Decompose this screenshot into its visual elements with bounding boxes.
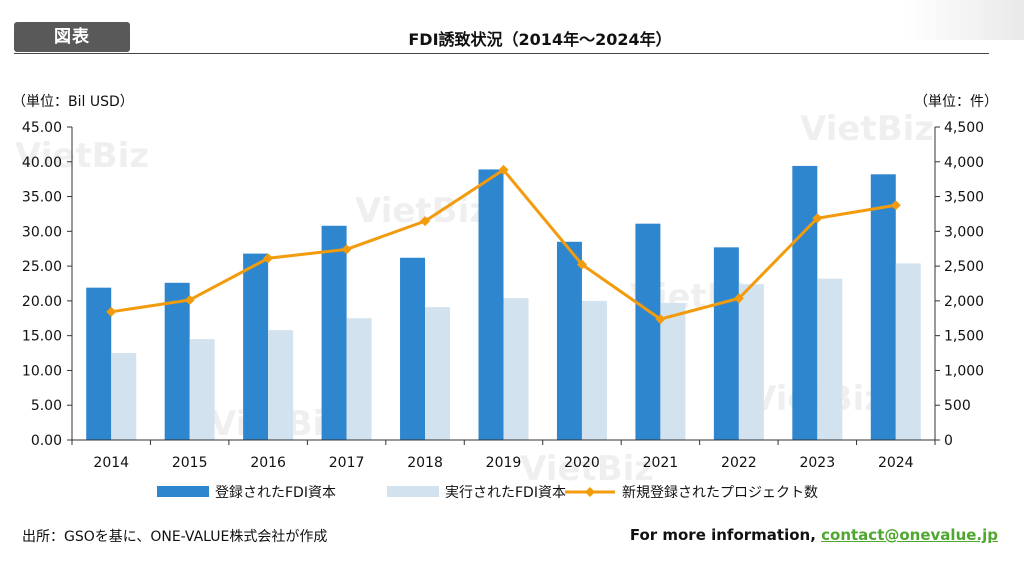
right-tick-label-4: 2,000: [944, 294, 984, 310]
projects-point-2021: [655, 314, 666, 325]
source-note: 出所：GSOを基に、ONE-VALUE株式会社が作成: [22, 529, 328, 545]
right-tick-label-5: 2,500: [944, 259, 984, 275]
chart-title: FDI誘致状況（2014年～2024年）: [408, 30, 672, 49]
bar-registered-2021: [635, 223, 661, 440]
bar-implemented-2018: [425, 307, 451, 440]
projects-point-2024: [890, 200, 901, 211]
watermark-1: VietBiz: [355, 191, 489, 231]
left-tick-label-1: 5.00: [31, 398, 62, 414]
right-tick-label-9: 4,500: [944, 120, 984, 136]
left-tick-label-4: 20.00: [22, 294, 62, 310]
projects-point-2020: [576, 259, 587, 270]
left-tick-label-2: 10.00: [22, 363, 62, 379]
contact-info: For more information, contact@onevalue.j…: [630, 526, 998, 544]
bar-registered-2019: [478, 169, 504, 440]
left-tick-label-5: 25.00: [22, 259, 62, 275]
projects-point-2022: [733, 293, 744, 304]
figure-badge: 図表: [14, 22, 130, 52]
watermark-2: VietBiz: [800, 109, 934, 149]
bar-implemented-2016: [268, 330, 294, 440]
bar-registered-2014: [86, 287, 112, 440]
bar-implemented-2014: [111, 353, 137, 440]
watermark-6: VietBiz: [520, 449, 654, 489]
bar-registered-2018: [400, 257, 426, 440]
right-tick-label-7: 3,500: [944, 190, 984, 206]
x-tick-label-2021: 2021: [643, 455, 679, 471]
legend-label-implemented: 実行されたFDI資本: [445, 485, 566, 501]
projects-point-2019: [498, 164, 509, 175]
contact-email-link[interactable]: contact@onevalue.jp: [821, 526, 998, 544]
projects-point-2016: [263, 253, 274, 264]
x-tick-label-2019: 2019: [486, 455, 522, 471]
x-tick-label-2022: 2022: [721, 455, 757, 471]
projects-point-2017: [341, 244, 352, 255]
projects-point-2018: [420, 216, 431, 227]
x-tick-label-2016: 2016: [250, 455, 286, 471]
right-tick-label-2: 1,000: [944, 363, 984, 379]
title-divider: [14, 53, 989, 54]
bar-registered-2017: [321, 225, 347, 440]
bar-registered-2015: [164, 282, 190, 440]
projects-point-2014: [106, 306, 117, 317]
left-tick-label-6: 30.00: [22, 224, 62, 240]
left-tick-label-0: 0.00: [31, 433, 62, 449]
bar-registered-2020: [556, 241, 582, 440]
x-tick-label-2023: 2023: [799, 455, 835, 471]
right-tick-label-0: 0: [944, 433, 953, 449]
bar-implemented-2021: [660, 302, 686, 440]
contact-label: For more information,: [629, 526, 816, 544]
left-tick-label-7: 35.00: [22, 190, 62, 206]
bar-registered-2022: [713, 247, 739, 440]
right-tick-label-3: 1,500: [944, 329, 984, 345]
legend-swatch-registered: [157, 486, 209, 497]
right-axis-unit: （単位：件）: [914, 94, 998, 110]
bar-implemented-2023: [817, 278, 843, 440]
corner-shade: [904, 0, 1024, 40]
legend-label-projects: 新規登録されたプロジェクト数: [622, 485, 818, 501]
left-tick-label-8: 40.00: [22, 155, 62, 171]
right-tick-label-6: 3,000: [944, 224, 984, 240]
x-tick-label-2017: 2017: [329, 455, 365, 471]
watermark-0: VietBiz: [15, 136, 149, 176]
right-tick-label-8: 4,000: [944, 155, 984, 171]
bar-implemented-2017: [346, 318, 372, 440]
projects-point-2023: [812, 213, 823, 224]
bar-implemented-2019: [503, 298, 529, 440]
bar-implemented-2024: [895, 263, 921, 440]
bar-registered-2016: [243, 253, 269, 440]
bar-implemented-2022: [738, 284, 764, 440]
x-tick-label-2014: 2014: [93, 455, 129, 471]
bar-registered-2023: [792, 165, 818, 440]
x-tick-label-2018: 2018: [407, 455, 443, 471]
legend-label-registered: 登録されたFDI資本: [215, 485, 336, 501]
legend-swatch-implemented: [387, 486, 439, 497]
x-tick-label-2020: 2020: [564, 455, 600, 471]
x-tick-label-2015: 2015: [172, 455, 208, 471]
bar-implemented-2020: [581, 300, 607, 440]
bar-implemented-2015: [189, 339, 215, 440]
left-tick-label-3: 15.00: [22, 329, 62, 345]
bar-registered-2024: [870, 174, 896, 440]
legend-marker-projects: [585, 487, 595, 497]
left-axis-unit: （単位：Bil USD）: [12, 94, 134, 110]
projects-point-2015: [184, 294, 195, 305]
left-tick-label-9: 45.00: [22, 120, 62, 136]
right-tick-label-1: 500: [944, 398, 971, 414]
x-tick-label-2024: 2024: [878, 455, 914, 471]
